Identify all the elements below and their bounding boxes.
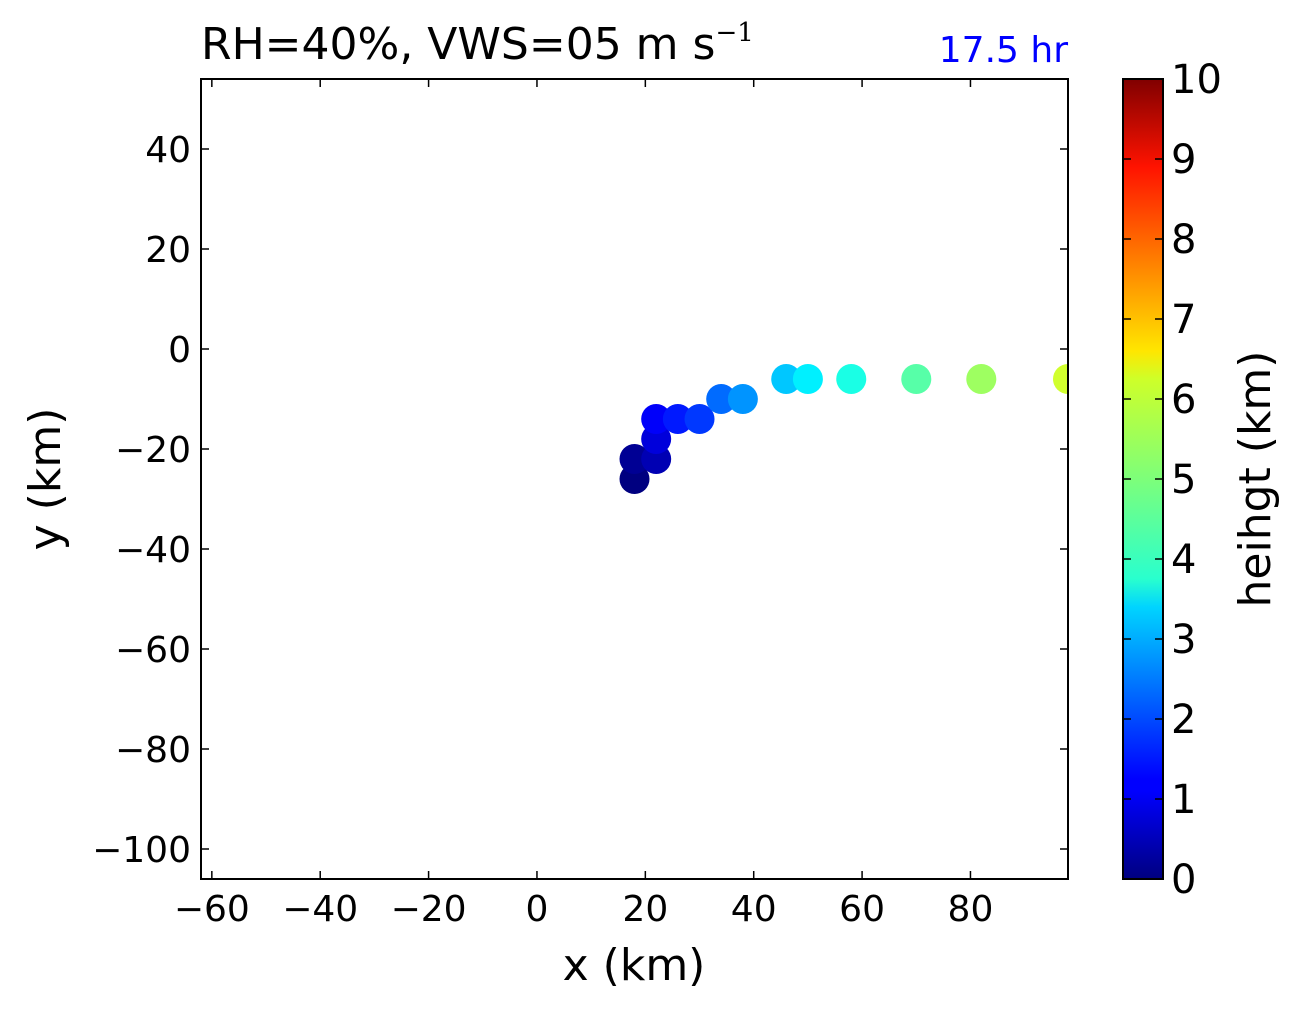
- data-point: [836, 364, 867, 394]
- x-tick-label: 80: [948, 889, 994, 930]
- colorbar-tick-label: 5: [1171, 457, 1196, 503]
- x-tick-label: 40: [731, 889, 777, 930]
- data-point: [966, 364, 997, 394]
- data-point: [641, 404, 672, 434]
- data-point: [771, 364, 802, 394]
- colorbar-label: heihgt (km): [1230, 351, 1281, 608]
- colorbar-tick-label: 6: [1171, 377, 1196, 423]
- y-tick-label: 20: [145, 230, 191, 271]
- time-label: 17.5 hr: [938, 30, 1068, 71]
- data-point: [792, 364, 823, 394]
- colorbar-tick-label: 3: [1171, 617, 1196, 663]
- y-tick-label: −60: [115, 630, 191, 671]
- data-point: [706, 384, 737, 414]
- colorbar-tick-label: 1: [1171, 777, 1196, 823]
- colorbar-tick-label: 0: [1171, 857, 1196, 903]
- data-point: [619, 444, 650, 474]
- colorbar-tick-label: 10: [1171, 57, 1222, 103]
- plot-area-frame: [200, 78, 1069, 880]
- x-tick-label: 60: [839, 889, 885, 930]
- colorbar-ticks: 0 1 2 3 4 5 6 7 8 9 10: [1123, 57, 1222, 903]
- x-tick-label: 0: [526, 889, 549, 930]
- y-axis-label: y (km): [20, 408, 71, 551]
- colorbar-tick-label: 4: [1171, 537, 1196, 583]
- colorbar-tick-label: 9: [1171, 137, 1196, 183]
- data-point: [684, 404, 715, 434]
- axes: −60 −40 −20 0 20 40 60 80 −100 −80 −60 −40 −20 0 20 40: [92, 79, 1068, 930]
- chart-title: RH=40%, VWS=05 m s−1: [201, 18, 754, 70]
- y-tick-label: 40: [145, 130, 191, 171]
- x-tick-label: −20: [391, 889, 467, 930]
- data-point: [727, 384, 758, 414]
- x-tick-label: −40: [282, 889, 358, 930]
- y-tick-label: 0: [168, 330, 191, 371]
- chart-title-superscript: −1: [715, 18, 754, 48]
- y-tick-label: −40: [115, 530, 191, 571]
- colorbar-tick-label: 2: [1171, 697, 1196, 743]
- data-points: [619, 364, 1068, 494]
- y-tick-label: −100: [92, 830, 191, 871]
- data-point: [1053, 364, 1068, 394]
- x-tick-label: −60: [174, 889, 250, 930]
- data-point: [901, 364, 932, 394]
- colorbar-tick-label: 7: [1171, 297, 1196, 343]
- data-point: [662, 404, 693, 434]
- x-tick-label: 20: [622, 889, 668, 930]
- y-tick-label: −80: [115, 730, 191, 771]
- chart-title-text: RH=40%, VWS=05 m s: [201, 19, 716, 70]
- colorbar-tick-label: 8: [1171, 217, 1196, 263]
- x-axis-label: x (km): [563, 940, 706, 991]
- y-tick-label: −20: [115, 430, 191, 471]
